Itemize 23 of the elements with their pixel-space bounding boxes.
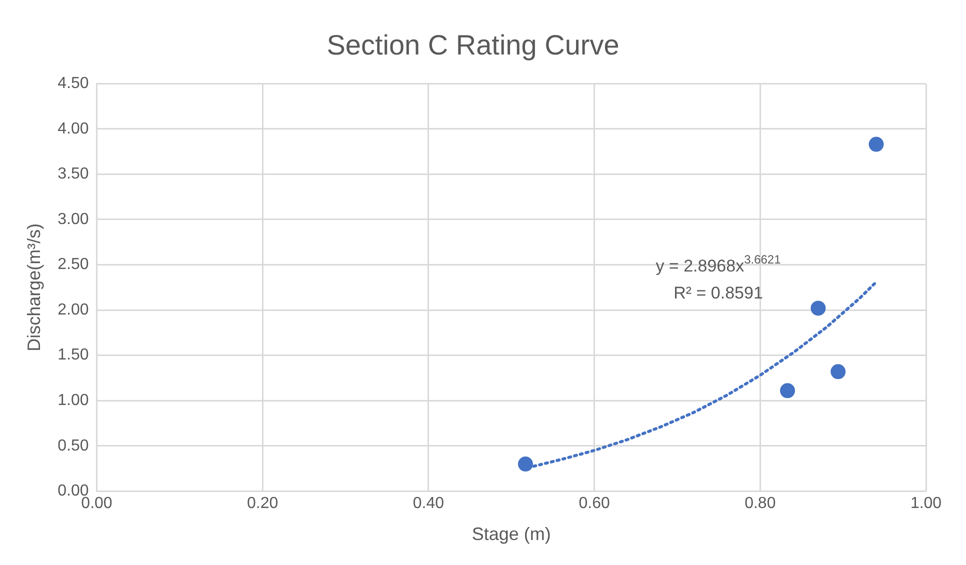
x-tick-label: 0.80 (744, 495, 776, 512)
x-axis-title: Stage (m) (472, 524, 551, 544)
y-tick-label: 2.00 (58, 301, 89, 318)
point (868, 136, 884, 152)
y-tick-label: 1.50 (58, 346, 89, 364)
y-tick-label: 3.00 (58, 210, 89, 228)
annotation: R² = 0.8591 (674, 284, 763, 303)
y-tick-label: 2.50 (58, 256, 89, 274)
x-tick-label: 0.60 (578, 495, 610, 512)
y-tick-label: 4.50 (58, 75, 89, 92)
point (810, 300, 826, 316)
chart-title: Section C Rating Curve (326, 30, 620, 61)
y-tick-label: 1.00 (58, 392, 89, 410)
y-tick-label: 3.50 (58, 166, 89, 183)
y-axis-title: Discharge(m³/s) (24, 223, 44, 352)
point (518, 456, 533, 472)
point (830, 364, 846, 380)
x-tick-label: 0.40 (412, 495, 444, 512)
x-tick-label: 0.20 (247, 495, 278, 512)
y-tick-label: 4.00 (58, 120, 89, 138)
y-tick-label: 0.50 (58, 437, 89, 454)
point (780, 383, 796, 398)
x-tick-label: 1.00 (910, 495, 942, 512)
